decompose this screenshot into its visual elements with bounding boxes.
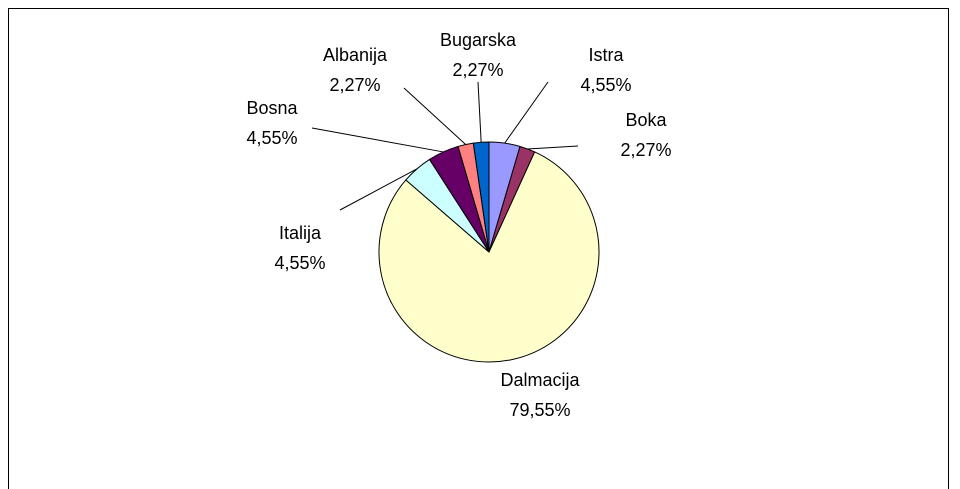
- category-label: Istra: [588, 45, 624, 65]
- value-label: 4,55%: [580, 75, 631, 95]
- category-label: Bosna: [246, 98, 298, 118]
- value-label: 2,27%: [620, 140, 671, 160]
- value-label: 4,55%: [274, 253, 325, 273]
- leader-line: [311, 127, 444, 153]
- leader-line: [504, 81, 549, 144]
- value-label: 2,27%: [329, 75, 380, 95]
- value-label: 79,55%: [509, 400, 570, 420]
- pie: [378, 141, 600, 363]
- category-label: Dalmacija: [500, 370, 580, 390]
- value-label: 4,55%: [246, 128, 297, 148]
- leader-line: [403, 87, 466, 145]
- category-label: Albanija: [323, 45, 388, 65]
- labels: Istra 4,55% Boka 2,27% Dalmacija 79,55% Italij…: [246, 30, 671, 420]
- category-label: Bugarska: [440, 30, 517, 50]
- category-label: Italija: [279, 223, 322, 243]
- leader-line: [339, 168, 418, 211]
- category-label: Boka: [625, 110, 667, 130]
- value-label: 2,27%: [452, 60, 503, 80]
- leader-line: [527, 145, 579, 150]
- pie-slice: [472, 141, 490, 253]
- leader-line: [477, 81, 482, 143]
